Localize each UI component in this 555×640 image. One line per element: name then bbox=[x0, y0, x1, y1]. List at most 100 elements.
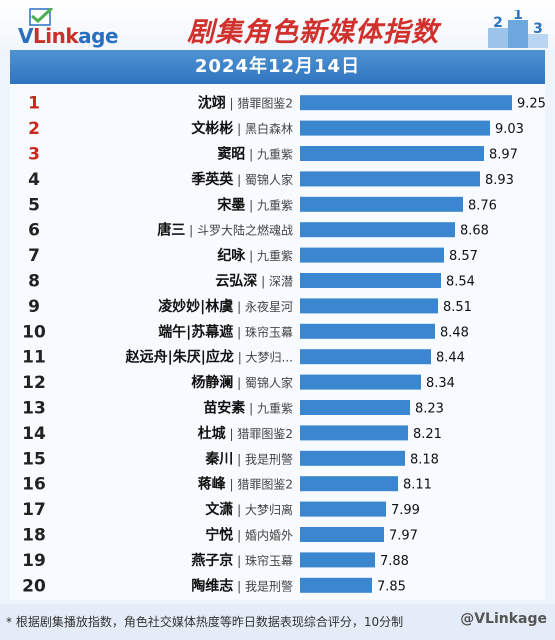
value-label: 8.11 bbox=[403, 478, 432, 493]
value-label: 8.23 bbox=[415, 402, 444, 417]
value-label: 8.34 bbox=[426, 376, 455, 391]
value-label: 7.85 bbox=[377, 579, 406, 594]
header: VLinkage 剧集角色新媒体指数 2 1 3 bbox=[0, 0, 555, 50]
role-label: 季英英 | 蜀锦人家 bbox=[190, 171, 293, 188]
role-name: 秦川 bbox=[204, 450, 233, 467]
value-label: 8.93 bbox=[485, 173, 514, 188]
role-name: 赵远舟|朱厌|应龙 bbox=[125, 349, 234, 366]
bar bbox=[300, 476, 398, 492]
rank-label: 3 bbox=[28, 145, 40, 165]
rank-label: 2 bbox=[28, 119, 40, 139]
drama-name: | 我是刑警 bbox=[233, 451, 293, 466]
rank-label: 17 bbox=[22, 500, 46, 520]
drama-name: | 珠帘玉幕 bbox=[233, 553, 293, 568]
value-label: 9.03 bbox=[495, 122, 524, 137]
role-label: 云弘深 | 深潜 bbox=[215, 273, 293, 290]
role-label: 燕子京 | 珠帘玉幕 bbox=[191, 552, 293, 569]
role-name: 杨静澜 bbox=[191, 374, 233, 391]
drama-name: | 蜀锦人家 bbox=[233, 375, 293, 390]
role-label: 陶维志 | 我是刑警 bbox=[191, 577, 293, 594]
role-label: 文彬彬 | 黑白森林 bbox=[191, 120, 293, 137]
drama-name: | 深潜 bbox=[257, 275, 293, 289]
rank-label: 1 bbox=[28, 94, 40, 114]
role-label: 秦川 | 我是刑警 bbox=[204, 450, 293, 467]
role-name: 苗安素 bbox=[203, 400, 245, 417]
role-label: 蒋峰 | 猎罪图鉴2 bbox=[198, 476, 293, 493]
value-label: 8.21 bbox=[413, 427, 442, 442]
bar bbox=[300, 349, 431, 365]
bar bbox=[300, 501, 386, 517]
role-name: 沈翊 bbox=[198, 95, 226, 112]
role-name: 文潇 bbox=[205, 501, 233, 518]
role-label: 端午|苏幕遮 | 珠帘玉幕 bbox=[158, 323, 293, 340]
rank-label: 15 bbox=[22, 449, 46, 469]
drama-name: | 大梦归离 bbox=[233, 502, 293, 517]
role-name: 窦昭 bbox=[217, 146, 245, 163]
logo-check-icon bbox=[29, 6, 54, 26]
drama-name: | 九重紫 bbox=[245, 148, 293, 162]
bar bbox=[300, 171, 480, 187]
rank-label: 13 bbox=[22, 399, 46, 419]
role-label: 宋墨 | 九重紫 bbox=[216, 196, 293, 213]
role-label: 杨静澜 | 蜀锦人家 bbox=[191, 374, 293, 391]
rank-label: 20 bbox=[22, 576, 46, 596]
ranking-bar-chart: 1 沈翊 | 猎罪图鉴2 9.25 2 文彬彬 | 黑白森林 9.03 3 窦昭 | 九重紫 8… bbox=[22, 94, 545, 597]
role-label: 赵远舟|朱厌|应龙 | 大梦归... bbox=[125, 349, 293, 366]
bar bbox=[300, 323, 435, 339]
svg-text:2: 2 bbox=[493, 15, 503, 31]
role-label: 杜城 | 猎罪图鉴2 bbox=[198, 425, 293, 442]
svg-text:3: 3 bbox=[533, 21, 543, 37]
drama-name: | 九重紫 bbox=[245, 198, 293, 212]
bar bbox=[300, 247, 444, 263]
rank-label: 10 bbox=[22, 322, 46, 342]
rank-label: 11 bbox=[22, 348, 46, 368]
rank-label: 4 bbox=[28, 170, 40, 190]
role-label: 沈翊 | 猎罪图鉴2 bbox=[198, 95, 293, 112]
value-label: 8.68 bbox=[460, 224, 489, 239]
drama-name: | 蜀锦人家 bbox=[233, 172, 293, 187]
drama-name: | 永夜星河 bbox=[233, 299, 293, 314]
role-name: 杜城 bbox=[198, 425, 226, 442]
value-label: 8.97 bbox=[489, 148, 518, 163]
value-label: 7.99 bbox=[391, 503, 420, 518]
role-name: 燕子京 bbox=[191, 552, 233, 569]
role-label: 宁悦 | 婚内婚外 bbox=[205, 527, 293, 544]
role-name: 文彬彬 bbox=[191, 120, 233, 137]
drama-name: | 猎罪图鉴2 bbox=[226, 427, 293, 441]
page-title: 剧集角色新媒体指数 bbox=[187, 17, 439, 48]
role-label: 窦昭 | 九重紫 bbox=[217, 146, 293, 163]
logo-text: VLinkage bbox=[18, 24, 119, 48]
value-label: 7.88 bbox=[380, 554, 409, 569]
footer: * 根据剧集播放指数，角色社交媒体热度等昨日数据表现综合评分，10分制 @VLi… bbox=[0, 604, 555, 640]
rank-label: 7 bbox=[28, 246, 40, 266]
bar bbox=[300, 425, 408, 441]
role-name: 陶维志 bbox=[191, 577, 233, 594]
bar bbox=[300, 374, 421, 390]
bar bbox=[300, 577, 372, 593]
bar bbox=[300, 527, 384, 542]
value-label: 7.97 bbox=[389, 529, 418, 544]
rank-label: 12 bbox=[22, 373, 46, 393]
chart-area: 1 沈翊 | 猎罪图鉴2 9.25 2 文彬彬 | 黑白森林 9.03 3 窦昭 | 九重紫 8… bbox=[10, 84, 545, 600]
drama-name: | 我是刑警 bbox=[233, 578, 293, 593]
date-banner: 2024年12月14日 bbox=[10, 50, 545, 84]
drama-name: | 婚内婚外 bbox=[233, 529, 293, 543]
bar bbox=[300, 146, 484, 161]
role-name: 蒋峰 bbox=[198, 476, 227, 493]
role-label: 文潇 | 大梦归离 bbox=[205, 501, 293, 518]
role-name: 凌妙妙|林虞 bbox=[158, 298, 234, 315]
drama-name: | 九重紫 bbox=[245, 402, 293, 416]
role-name: 宋墨 bbox=[216, 196, 245, 213]
drama-name: | 黑白森林 bbox=[233, 121, 293, 136]
rank-label: 9 bbox=[28, 297, 40, 317]
drama-name: | 九重紫 bbox=[245, 249, 293, 263]
role-name: 纪咏 bbox=[217, 247, 246, 264]
drama-name: | 斗罗大陆之燃魂战 bbox=[185, 223, 293, 238]
role-name: 宁悦 bbox=[205, 527, 233, 544]
value-label: 9.25 bbox=[517, 97, 545, 112]
footnote: * 根据剧集播放指数，角色社交媒体热度等昨日数据表现综合评分，10分制 bbox=[6, 615, 404, 629]
rank-label: 14 bbox=[22, 424, 46, 444]
bar bbox=[300, 450, 405, 466]
rank-label: 19 bbox=[22, 551, 46, 571]
rank-label: 6 bbox=[28, 221, 40, 241]
